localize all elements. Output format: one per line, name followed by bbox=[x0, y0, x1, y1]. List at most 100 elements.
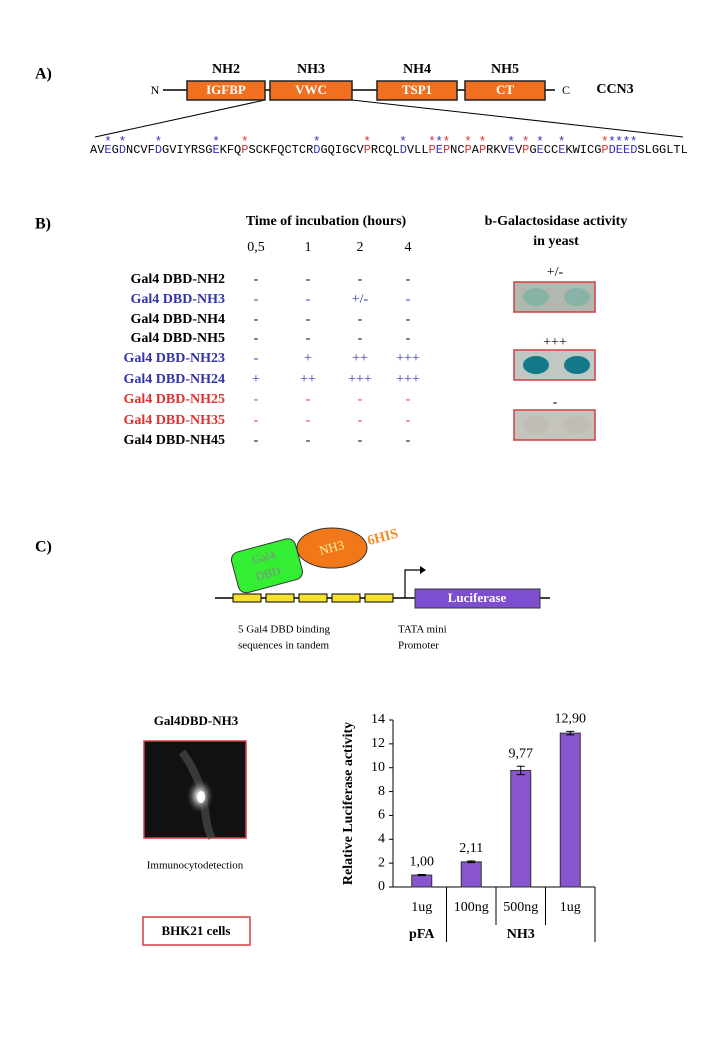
result: - bbox=[254, 392, 259, 407]
result: + bbox=[304, 351, 312, 366]
domain-box bbox=[376, 80, 458, 101]
construct-name: Gal4 DBD-NH3 bbox=[131, 292, 226, 307]
result: - bbox=[306, 413, 311, 428]
c-term: C bbox=[562, 83, 570, 97]
bar bbox=[510, 769, 532, 888]
error-bar bbox=[467, 860, 476, 864]
result: - bbox=[306, 272, 311, 287]
result: - bbox=[358, 392, 363, 407]
result: - bbox=[358, 312, 363, 327]
group-label: pFA bbox=[409, 927, 435, 942]
result: - bbox=[254, 351, 259, 366]
residues: V bbox=[515, 143, 523, 157]
result: - bbox=[406, 272, 411, 287]
caption: sequences in tandem bbox=[238, 640, 329, 652]
domain-name: NH3 bbox=[297, 62, 325, 77]
yeast-result: +/- bbox=[547, 265, 564, 280]
residues: P bbox=[241, 143, 248, 157]
residues: P bbox=[522, 143, 529, 157]
residue-marker: * bbox=[241, 134, 249, 149]
x-tick-label: 1ug bbox=[411, 900, 432, 915]
residues: D bbox=[313, 143, 320, 157]
tag-label: 6HIS bbox=[366, 526, 400, 549]
caption: TATA mini bbox=[398, 624, 447, 636]
residues: NCVF bbox=[126, 143, 155, 157]
residue-marker: * bbox=[630, 134, 638, 149]
domain-label: CT bbox=[496, 82, 514, 97]
time-title: Time of incubation (hours) bbox=[246, 214, 407, 229]
result: - bbox=[254, 433, 259, 448]
promoter-arrow bbox=[404, 569, 420, 598]
residue-marker: * bbox=[601, 134, 609, 149]
result: - bbox=[358, 331, 363, 346]
residues: KWICG bbox=[565, 143, 601, 157]
zoom-line bbox=[351, 99, 684, 138]
domain-box bbox=[269, 80, 353, 101]
residues: D bbox=[400, 143, 407, 157]
construct-name: Gal4 DBD-NH35 bbox=[124, 413, 226, 428]
result: - bbox=[406, 331, 411, 346]
result: - bbox=[406, 392, 411, 407]
residues: E bbox=[537, 143, 544, 157]
result: - bbox=[358, 272, 363, 287]
time-label: 4 bbox=[405, 240, 412, 255]
result: + bbox=[252, 372, 260, 387]
arrow-head bbox=[420, 566, 426, 574]
residues: SCKFQCTCR bbox=[248, 143, 313, 157]
residues: P bbox=[601, 143, 608, 157]
reporter: Luciferase bbox=[448, 590, 507, 605]
x-tick-label: 1ug bbox=[560, 900, 581, 915]
residue-marker: * bbox=[118, 134, 126, 149]
activity-title: b-Galactosidase activity bbox=[485, 214, 628, 229]
caption: 5 Gal4 DBD binding bbox=[238, 624, 330, 636]
value-label: 9,77 bbox=[509, 747, 534, 762]
result: - bbox=[306, 292, 311, 307]
residue-marker: * bbox=[313, 134, 321, 149]
result: ++ bbox=[300, 372, 316, 387]
yeast-spot bbox=[564, 416, 590, 434]
yeast-spot bbox=[523, 356, 549, 374]
residues: RCQL bbox=[371, 143, 400, 157]
construct-name: Gal4 DBD-NH4 bbox=[131, 312, 226, 327]
result: - bbox=[254, 312, 259, 327]
domain-label: TSP1 bbox=[402, 82, 432, 97]
time-label: 0,5 bbox=[247, 240, 265, 255]
result: - bbox=[254, 272, 259, 287]
y-tick-label: 6 bbox=[378, 808, 385, 823]
y-tick-label: 14 bbox=[371, 712, 385, 727]
y-tick-label: 4 bbox=[378, 832, 385, 847]
residues: E bbox=[436, 143, 443, 157]
domain-box bbox=[464, 80, 546, 101]
residue-marker: * bbox=[478, 134, 486, 149]
caption: Promoter bbox=[398, 640, 439, 652]
panel-label: A) bbox=[35, 66, 52, 83]
result: - bbox=[306, 433, 311, 448]
y-tick-label: 12 bbox=[371, 736, 385, 751]
yeast-result: - bbox=[553, 395, 558, 410]
group-label: NH3 bbox=[507, 927, 535, 942]
construct-name: Gal4 DBD-NH25 bbox=[124, 392, 226, 407]
y-tick-label: 2 bbox=[378, 855, 385, 870]
activity-title: in yeast bbox=[533, 234, 579, 249]
error-bar bbox=[417, 873, 426, 877]
residues: AV bbox=[90, 143, 105, 157]
image-title: Gal4DBD-NH3 bbox=[154, 713, 239, 728]
residues: G bbox=[112, 143, 119, 157]
residues: SLGGLTL bbox=[637, 143, 687, 157]
residue-marker: * bbox=[212, 134, 220, 149]
panel-label: C) bbox=[35, 539, 52, 556]
y-tick-label: 8 bbox=[378, 784, 385, 799]
residue-marker: * bbox=[363, 134, 371, 149]
bar bbox=[460, 861, 482, 888]
cells-box bbox=[142, 916, 251, 946]
protein-name: CCN3 bbox=[596, 82, 633, 97]
gal4-dbd bbox=[230, 538, 303, 594]
domain-name: NH4 bbox=[403, 62, 431, 77]
residues: P bbox=[443, 143, 450, 157]
residues: GQIGCV bbox=[320, 143, 364, 157]
yeast-spot bbox=[564, 356, 590, 374]
x-tick-label: 500ng bbox=[503, 900, 538, 915]
result: - bbox=[254, 292, 259, 307]
panel-label: B) bbox=[35, 216, 51, 233]
